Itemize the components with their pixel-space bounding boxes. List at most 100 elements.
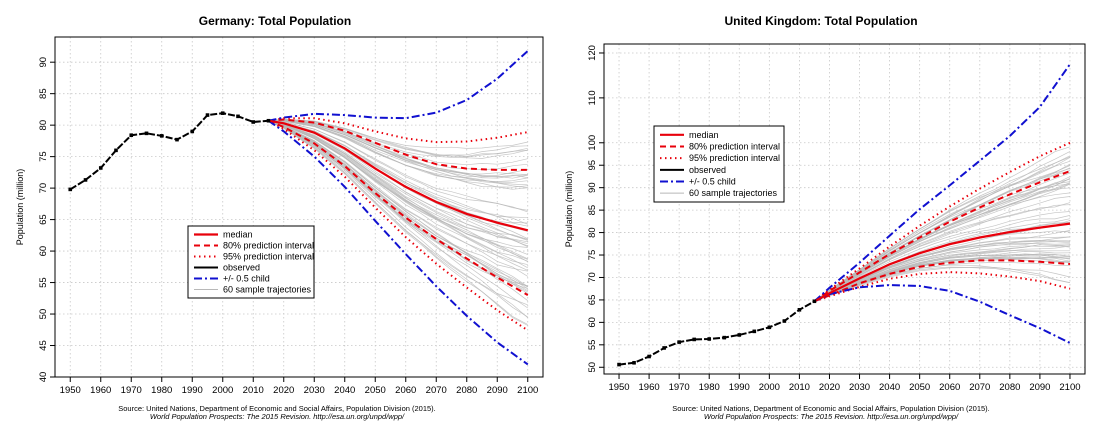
legend-label: 95% prediction interval (223, 252, 314, 262)
legend-box (187, 225, 315, 299)
legend-label: median (223, 230, 253, 240)
uk-chart-panel: United Kingdom: Total Population 1950 196… (554, 0, 1108, 429)
median-line (268, 119, 529, 232)
pi80-lower-line (814, 259, 1071, 303)
y-tick-label: 65 (38, 214, 49, 225)
y-axis: 50 55 60 65 70 75 80 85 90 95 100 110 120 (587, 45, 604, 373)
observed-point (752, 329, 757, 334)
observed-point (722, 335, 727, 340)
pi80-lower-line (268, 119, 529, 296)
y-tick-label: 85 (587, 205, 598, 216)
observed-point (782, 319, 787, 323)
y-tick-label: 100 (587, 135, 598, 151)
x-tick-label: 2100 (1059, 382, 1080, 393)
legend-label: observed (223, 263, 260, 273)
x-tick-label: 2090 (1029, 382, 1050, 393)
observed-point (220, 111, 225, 115)
y-tick-label: 75 (587, 250, 598, 261)
x-tick-label: 2040 (879, 382, 900, 393)
observed-point (68, 187, 73, 192)
observed-point (114, 148, 118, 153)
grid (604, 44, 1085, 374)
pi95-upper-line (268, 117, 528, 144)
x-tick-label: 1980 (151, 385, 172, 396)
x-tick-label: 2000 (212, 385, 233, 396)
y-tick-label: 65 (587, 295, 598, 306)
x-tick-label: 2090 (487, 385, 508, 396)
sample-trajectory-line (268, 120, 528, 287)
x-tick-label: 2050 (365, 385, 386, 396)
uk-source-line: Source: United Nations, Department of Ec… (672, 404, 990, 413)
sample-trajectory-line (268, 120, 528, 245)
legend-label: observed (689, 165, 726, 175)
germany-chart-title: Germany: Total Population (198, 14, 352, 28)
x-tick-label: 2020 (273, 385, 294, 396)
y-tick-label: 55 (587, 340, 598, 351)
observed-point (692, 337, 696, 342)
x-tick-label: 1980 (699, 382, 720, 393)
y-tick-label: 50 (587, 362, 598, 373)
x-tick-label: 1970 (669, 382, 690, 393)
x-axis: 1950 1960 1970 1980 1990 2000 2010 2020 2030 2040… (60, 377, 538, 396)
sample-trajectory-line (814, 241, 1071, 302)
observed-line (618, 300, 815, 366)
x-tick-label: 2000 (759, 382, 780, 393)
legend-label: 95% prediction interval (689, 153, 780, 163)
observed-points (617, 299, 817, 367)
sample-trajectory-line (814, 239, 1071, 302)
sample-trajectory-line (814, 266, 1071, 302)
uk-chart: 1950 1960 1970 1980 1990 2000 2010 2020 2030 2040… (564, 43, 1086, 393)
y-tick-label: 90 (587, 182, 598, 193)
germany-source-line: Source: United Nations, Department of Ec… (118, 404, 436, 413)
observed-point (647, 354, 651, 359)
observed-point (812, 299, 817, 304)
observed-point (175, 137, 179, 142)
legend-label: 60 sample trajectories (689, 188, 778, 198)
plus-half-child-line (268, 50, 529, 122)
sample-trajectory-line (814, 215, 1071, 302)
x-tick-label: 2010 (789, 382, 810, 393)
observed-point (83, 178, 88, 182)
observed-point (677, 340, 681, 344)
sample-trajectory-line (814, 183, 1071, 302)
observed-points (68, 111, 271, 192)
germany-chart: 1950 1960 1970 1980 1990 2000 2010 2020 2030 2040… (15, 36, 544, 396)
x-tick-label: 2070 (969, 382, 990, 393)
sample-trajectory-line (814, 211, 1071, 302)
y-tick-label: 85 (38, 88, 49, 99)
observed-point (98, 166, 103, 170)
observed-point (266, 118, 271, 123)
x-tick-label: 1990 (729, 382, 750, 393)
x-tick-label: 1960 (90, 385, 111, 396)
y-tick-label: 60 (587, 317, 598, 328)
sample-trajectory-line (814, 160, 1071, 302)
pi80-upper-line (813, 170, 1071, 303)
sample-trajectories (268, 118, 529, 326)
y-axis: 40 45 50 55 60 65 70 75 80 85 90 (38, 57, 55, 382)
legend-label: 60 sample trajectories (223, 285, 312, 295)
y-tick-label: 80 (38, 120, 49, 131)
sample-trajectory-line (268, 120, 528, 240)
sample-trajectory-line (268, 120, 528, 190)
minus-half-child-line (813, 284, 1071, 344)
x-tick-label: 2030 (304, 385, 325, 396)
x-tick-label: 2080 (456, 385, 477, 396)
x-tick-label: 1950 (608, 382, 629, 393)
x-tick-label: 1950 (60, 385, 81, 396)
sample-trajectories (814, 146, 1071, 302)
plot-frame (54, 36, 544, 378)
observed-point (767, 325, 772, 330)
sample-trajectory-line (268, 120, 528, 262)
y-tick-label: 90 (38, 57, 49, 68)
y-tick-label: 110 (587, 90, 598, 105)
y-tick-label: 60 (38, 246, 49, 257)
observed-point (251, 120, 256, 124)
observed-point (236, 114, 240, 119)
y-tick-label: 55 (38, 277, 49, 288)
y-tick-label: 40 (38, 372, 49, 383)
observed-point (797, 307, 802, 312)
x-tick-label: 2020 (819, 382, 840, 393)
legend-box (653, 125, 785, 203)
x-tick-label: 2050 (909, 382, 930, 393)
